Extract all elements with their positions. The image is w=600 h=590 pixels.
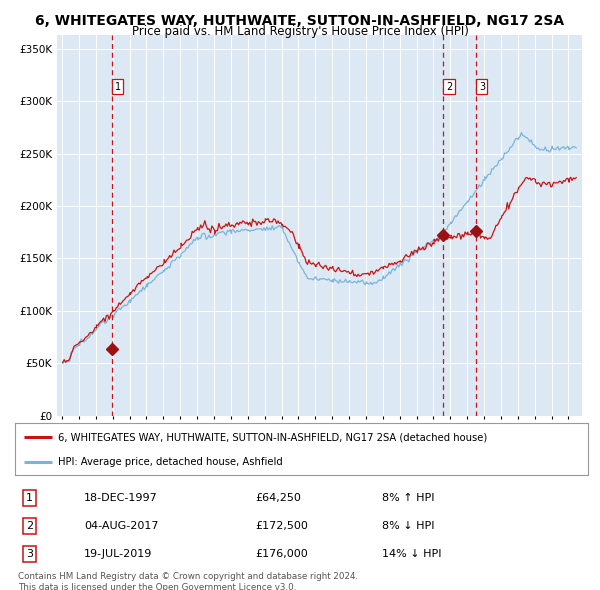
Text: 8% ↓ HPI: 8% ↓ HPI xyxy=(382,521,434,530)
Text: 2: 2 xyxy=(446,82,452,92)
Text: £172,500: £172,500 xyxy=(256,521,308,530)
Text: Price paid vs. HM Land Registry's House Price Index (HPI): Price paid vs. HM Land Registry's House … xyxy=(131,25,469,38)
Text: £64,250: £64,250 xyxy=(256,493,302,503)
Text: £176,000: £176,000 xyxy=(256,549,308,559)
Text: 3: 3 xyxy=(26,549,33,559)
Text: 6, WHITEGATES WAY, HUTHWAITE, SUTTON-IN-ASHFIELD, NG17 2SA (detached house): 6, WHITEGATES WAY, HUTHWAITE, SUTTON-IN-… xyxy=(58,432,487,442)
Text: 2: 2 xyxy=(26,521,33,530)
Text: 8% ↑ HPI: 8% ↑ HPI xyxy=(382,493,434,503)
Text: 6, WHITEGATES WAY, HUTHWAITE, SUTTON-IN-ASHFIELD, NG17 2SA: 6, WHITEGATES WAY, HUTHWAITE, SUTTON-IN-… xyxy=(35,14,565,28)
Text: Contains HM Land Registry data © Crown copyright and database right 2024.
This d: Contains HM Land Registry data © Crown c… xyxy=(18,572,358,590)
Text: 14% ↓ HPI: 14% ↓ HPI xyxy=(382,549,441,559)
Text: 04-AUG-2017: 04-AUG-2017 xyxy=(84,521,158,530)
Text: 19-JUL-2019: 19-JUL-2019 xyxy=(84,549,152,559)
Text: 18-DEC-1997: 18-DEC-1997 xyxy=(84,493,158,503)
Text: HPI: Average price, detached house, Ashfield: HPI: Average price, detached house, Ashf… xyxy=(58,457,283,467)
Text: 3: 3 xyxy=(479,82,485,92)
Text: 1: 1 xyxy=(115,82,121,92)
Text: 1: 1 xyxy=(26,493,33,503)
